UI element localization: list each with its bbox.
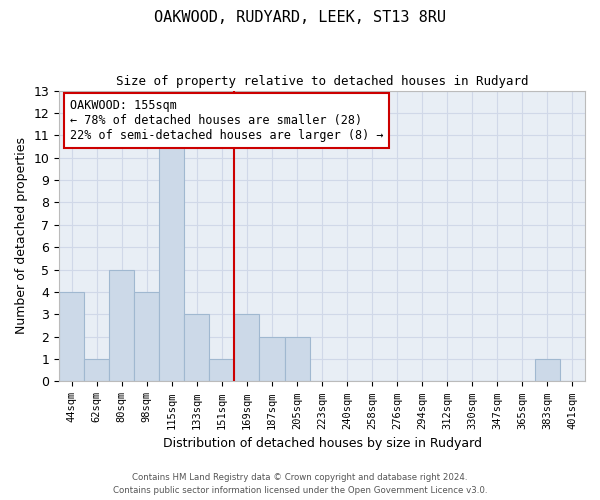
- Bar: [259, 336, 284, 382]
- Bar: [160, 136, 184, 382]
- Bar: [109, 270, 134, 382]
- Bar: [235, 314, 259, 382]
- Text: OAKWOOD: 155sqm
← 78% of detached houses are smaller (28)
22% of semi-detached h: OAKWOOD: 155sqm ← 78% of detached houses…: [70, 100, 383, 142]
- Bar: [59, 292, 84, 382]
- Bar: [184, 314, 209, 382]
- Bar: [535, 359, 560, 382]
- Y-axis label: Number of detached properties: Number of detached properties: [15, 138, 28, 334]
- Bar: [84, 359, 109, 382]
- Text: Contains HM Land Registry data © Crown copyright and database right 2024.
Contai: Contains HM Land Registry data © Crown c…: [113, 474, 487, 495]
- X-axis label: Distribution of detached houses by size in Rudyard: Distribution of detached houses by size …: [163, 437, 482, 450]
- Bar: [284, 336, 310, 382]
- Bar: [209, 359, 235, 382]
- Title: Size of property relative to detached houses in Rudyard: Size of property relative to detached ho…: [116, 75, 529, 88]
- Text: OAKWOOD, RUDYARD, LEEK, ST13 8RU: OAKWOOD, RUDYARD, LEEK, ST13 8RU: [154, 10, 446, 25]
- Bar: [134, 292, 160, 382]
